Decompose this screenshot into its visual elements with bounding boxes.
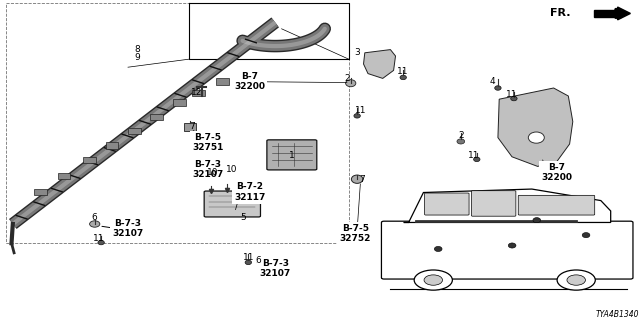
Text: B-7-2
32117: B-7-2 32117 [234, 182, 266, 202]
Ellipse shape [557, 270, 595, 290]
Polygon shape [618, 7, 630, 20]
Ellipse shape [582, 233, 590, 238]
Ellipse shape [474, 157, 480, 162]
Text: 11: 11 [243, 253, 254, 262]
Text: 7: 7 [189, 122, 195, 131]
Bar [106, 142, 118, 149]
Ellipse shape [495, 86, 501, 90]
Bar [216, 78, 229, 85]
Text: B-7-3
32107: B-7-3 32107 [193, 160, 223, 179]
Text: 11: 11 [397, 68, 409, 76]
Ellipse shape [414, 270, 452, 290]
Bar [192, 90, 205, 96]
Text: 8: 8 [135, 45, 140, 54]
Text: 3: 3 [355, 48, 360, 57]
Ellipse shape [435, 246, 442, 252]
FancyBboxPatch shape [381, 221, 633, 279]
Text: 6: 6 [92, 213, 97, 222]
Text: 7: 7 [359, 175, 364, 184]
Text: TYA4B1340: TYA4B1340 [595, 310, 639, 319]
Text: FR.: FR. [550, 8, 571, 19]
Text: B-7-5
32751: B-7-5 32751 [192, 133, 224, 152]
FancyBboxPatch shape [518, 195, 595, 215]
Ellipse shape [424, 275, 442, 285]
Text: 10: 10 [226, 165, 237, 174]
Ellipse shape [90, 221, 100, 227]
Ellipse shape [400, 75, 406, 80]
Text: 2: 2 [458, 132, 463, 140]
FancyBboxPatch shape [267, 140, 317, 170]
Bar [58, 173, 70, 179]
Text: B-7
32200: B-7 32200 [541, 163, 572, 182]
Ellipse shape [354, 114, 360, 118]
Bar [83, 157, 96, 163]
Bar [184, 123, 196, 131]
Polygon shape [404, 189, 611, 222]
Bar [34, 189, 47, 195]
FancyBboxPatch shape [472, 191, 516, 216]
Text: 11: 11 [355, 106, 366, 115]
Ellipse shape [245, 260, 252, 265]
Text: 11: 11 [506, 90, 518, 99]
Text: B-7-5
32752: B-7-5 32752 [339, 224, 371, 243]
Polygon shape [498, 88, 573, 166]
Ellipse shape [533, 218, 541, 223]
Text: 2: 2 [345, 74, 350, 83]
FancyBboxPatch shape [204, 191, 260, 217]
Text: 11: 11 [468, 151, 479, 160]
Text: 10: 10 [207, 168, 218, 177]
Ellipse shape [257, 259, 268, 266]
Text: 11: 11 [93, 234, 105, 243]
Text: 12: 12 [191, 88, 203, 97]
Ellipse shape [457, 139, 465, 144]
FancyBboxPatch shape [424, 193, 469, 215]
Ellipse shape [351, 175, 363, 183]
Text: 4: 4 [490, 77, 495, 86]
Ellipse shape [346, 80, 356, 87]
Ellipse shape [567, 275, 586, 285]
Ellipse shape [98, 240, 104, 245]
Ellipse shape [511, 96, 517, 101]
Text: 9: 9 [135, 53, 140, 62]
Text: 1: 1 [289, 151, 294, 160]
Polygon shape [594, 10, 621, 17]
Ellipse shape [508, 243, 516, 248]
Text: 5: 5 [241, 213, 246, 222]
Text: B-7
32200: B-7 32200 [234, 72, 265, 91]
Text: B-7-3
32107: B-7-3 32107 [260, 259, 291, 278]
Bar [150, 114, 163, 120]
Bar [173, 99, 186, 106]
Bar [128, 128, 141, 134]
Ellipse shape [528, 132, 544, 143]
Text: 6: 6 [256, 256, 261, 265]
Polygon shape [364, 50, 396, 78]
Text: B-7-3
32107: B-7-3 32107 [113, 219, 143, 238]
